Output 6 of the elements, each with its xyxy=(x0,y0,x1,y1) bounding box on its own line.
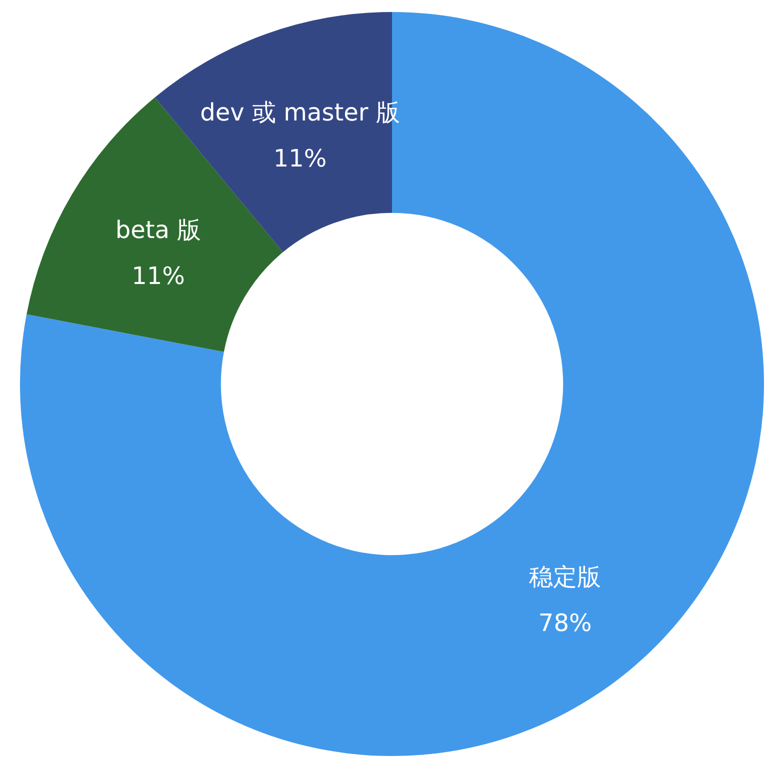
slice-label: 稳定版 xyxy=(529,563,602,592)
data-label: 78% xyxy=(538,609,592,638)
data-label: 11% xyxy=(273,144,327,172)
slice-label: beta 版 xyxy=(115,216,202,244)
data-label: 11% xyxy=(132,262,185,290)
slice-label: dev 或 master 版 xyxy=(200,98,400,126)
